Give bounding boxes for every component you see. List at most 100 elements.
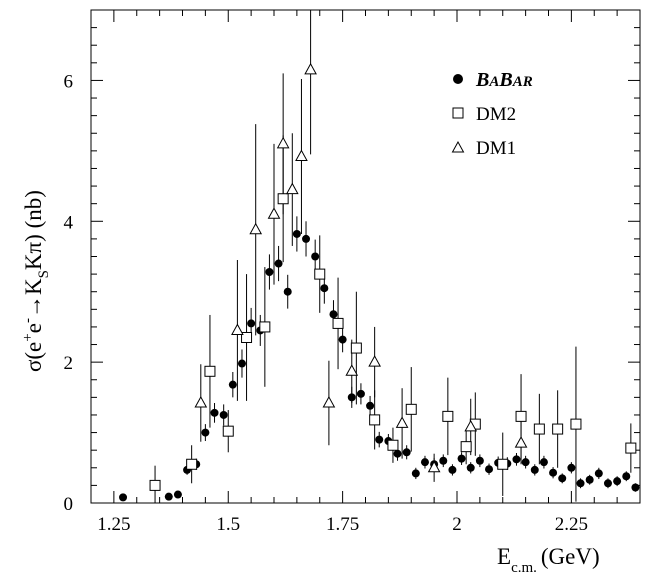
babar-point [237,359,246,368]
babar-point [485,465,494,474]
dm2-point [350,342,362,354]
y-tick-label: 2 [64,353,74,374]
babar-point [457,454,466,463]
babar-point [439,456,448,465]
dm2-point [332,317,344,329]
dm2-point [314,268,326,280]
dm2-point [277,193,289,205]
x-tick-label: 1.75 [326,514,359,535]
babar-point [567,463,576,472]
babar-point [283,287,292,296]
legend: BABAR DM2 DM1 [451,69,533,159]
dm2-point [552,423,564,435]
y-tick-label: 0 [64,494,74,515]
babar-point [228,380,237,389]
babar-point [530,465,539,474]
dm2-point [497,458,509,470]
dm1-point [395,416,409,428]
dm2-point [149,479,161,491]
dm1-point [368,355,381,367]
babar-point [622,472,631,481]
legend-marker-dm2 [452,107,464,119]
legend-label-babar: BABAR [475,69,533,91]
y-tick-label: 6 [64,71,74,92]
dm1-point [267,207,281,219]
dm2-point [442,410,454,422]
dm1-point [285,182,299,195]
y-tick-label: 4 [64,212,74,233]
babar-point [411,469,420,478]
dm1-point [194,395,208,408]
dm1-point [514,436,528,448]
babar-point [219,410,228,419]
dm1-point [295,149,308,161]
dm1-point [464,419,478,432]
babar-point [320,284,329,293]
babar-point [594,469,603,478]
babar-point [393,449,402,458]
babar-point [311,252,320,261]
babar-point [585,475,594,484]
x-tick-label: 2.25 [555,514,588,535]
babar-point [420,458,429,467]
dm2-point [369,414,381,426]
dm2-point [204,365,216,377]
dm2-point [515,410,527,422]
babar-point [356,389,365,398]
babar-point [292,229,301,238]
dm2-point [625,442,637,454]
babar-point [558,474,567,483]
babar-point [329,310,338,319]
babar-point [173,490,182,499]
axis-ticks [90,9,641,504]
dm1-point [345,364,359,376]
babar-point [338,335,347,344]
dm2-point [241,331,253,343]
tick-labels: 1.25 1.5 1.75 2 2.25 0 2 4 6 [64,71,589,535]
babar-point [375,435,384,444]
babar-point [119,493,128,502]
x-tick-label: 2 [452,514,462,535]
data-markers [119,62,640,502]
dm2-point [222,425,234,437]
babar-point [347,393,356,402]
babar-point [265,267,274,276]
dm1-point [231,323,244,335]
dm1-point [276,136,290,149]
babar-point [521,458,530,467]
dm2-point [186,458,198,470]
dm1-point [322,395,336,408]
babar-point [366,401,375,410]
babar-point [549,468,558,477]
babar-point [201,428,210,437]
x-axis-title: Ec.m. (GeV) [497,544,600,576]
babar-point [475,456,484,465]
dm1-point [249,222,263,235]
babar-point [613,477,622,486]
dm1-point [427,460,441,473]
dm2-point [405,403,417,415]
x-tick-label: 1.5 [216,514,240,535]
legend-label-dm2: DM2 [476,104,516,125]
babar-point [603,479,612,488]
dm2-point [460,441,472,453]
babar-point [247,319,256,328]
babar-point [402,448,411,457]
babar-point [512,455,521,464]
dm1-point [304,62,317,75]
legend-marker-dm1 [451,140,465,153]
babar-point [631,483,640,492]
babar-point [466,463,475,472]
dm2-point [533,423,545,435]
babar-point [274,259,283,268]
babar-point [576,479,585,488]
x-tick-label: 1.25 [97,514,130,535]
babar-point [210,408,219,417]
dm2-point [259,321,271,333]
babar-point [448,465,457,474]
y-axis-title: σ(e+e-→KSKπ) (nb) [20,190,52,372]
legend-marker-babar [453,74,463,84]
legend-label-dm1: DM1 [476,138,516,159]
dm2-point [387,439,399,451]
